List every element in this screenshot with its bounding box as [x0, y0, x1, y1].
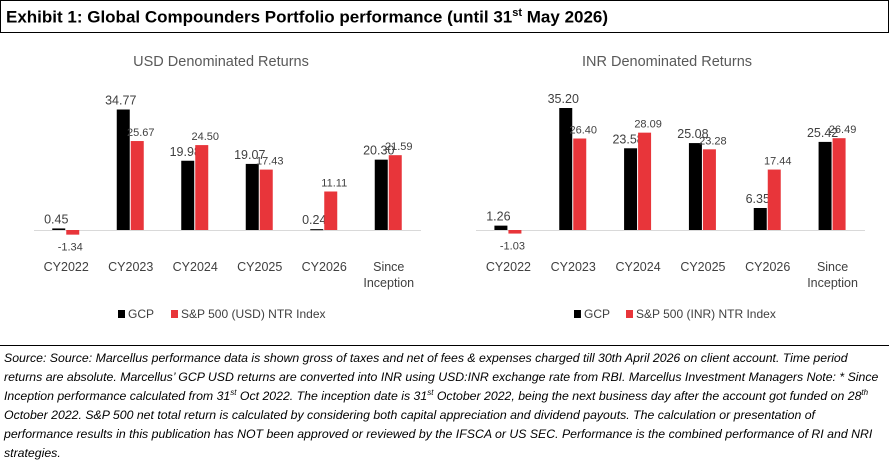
inr-category-label-5-line2: Inception	[807, 276, 858, 290]
inr-label-index-2: 28.09	[634, 119, 662, 131]
inr-label-gcp-2: 23.58	[612, 132, 643, 146]
usd-label-gcp-2: 19.98	[170, 145, 201, 159]
inr-label-gcp-1: 35.20	[548, 92, 579, 106]
usd-bar-index-4	[324, 191, 338, 230]
usd-label-index-1: 25.67	[127, 127, 155, 139]
usd-category-label-0: CY2022	[44, 260, 89, 274]
inr-bar-gcp-1	[559, 108, 573, 230]
usd-category-label-1: CY2023	[108, 260, 153, 274]
usd-legend-gcp-label: GCP	[128, 307, 154, 321]
inr-bar-gcp-3	[688, 143, 702, 230]
inr-legend-gcp-label: GCP	[584, 307, 610, 321]
usd-bar-gcp-4	[310, 229, 324, 231]
usd-bar-index-5	[388, 155, 402, 230]
inr-bar-index-5	[832, 138, 846, 230]
usd-bar-index-1	[130, 141, 144, 230]
usd-label-index-2: 24.50	[191, 131, 219, 143]
inr-bar-index-4	[767, 169, 781, 230]
inr-bar-gcp-0	[494, 225, 508, 230]
usd-label-index-4: 11.11	[321, 177, 347, 189]
inr-legend-index-swatch	[626, 310, 633, 318]
inr-label-index-5: 26.49	[829, 124, 857, 136]
inr-chart-title: INR Denominated Returns	[582, 54, 752, 70]
usd-label-gcp-3: 19.07	[234, 148, 265, 162]
usd-bar-index-2	[195, 145, 209, 230]
inr-bar-gcp-2	[624, 148, 638, 230]
usd-category-label-5: Since	[373, 260, 404, 274]
inr-legend-index-label: S&P 500 (INR) NTR Index	[636, 307, 776, 321]
usd-label-gcp-0: 0.45	[44, 212, 68, 226]
source-note: Source: Source: Marcellus performance da…	[0, 345, 889, 462]
exhibit-title: Exhibit 1: Global Compounders Portfolio …	[6, 7, 609, 27]
inr-bar-gcp-4	[753, 207, 767, 230]
usd-category-label-2: CY2024	[173, 260, 218, 274]
usd-bar-index-0	[66, 230, 80, 235]
usd-bar-gcp-0	[52, 228, 66, 230]
usd-label-gcp-4: 0.24	[302, 213, 326, 227]
exhibit-title-bar: Exhibit 1: Global Compounders Portfolio …	[0, 0, 889, 33]
usd-label-gcp-1: 34.77	[105, 94, 136, 108]
usd-bar-gcp-1	[116, 109, 130, 230]
inr-bar-index-2	[638, 132, 652, 230]
inr-category-label-1: CY2023	[551, 260, 596, 274]
usd-label-index-0: -1.34	[58, 242, 83, 254]
usd-category-label-4: CY2026	[302, 260, 347, 274]
usd-bar-gcp-2	[181, 160, 195, 230]
usd-legend-index-label: S&P 500 (USD) NTR Index	[181, 307, 326, 321]
usd-bar-gcp-5	[374, 159, 388, 230]
inr-bar-index-0	[508, 230, 522, 234]
inr-label-index-3: 23.28	[699, 135, 727, 147]
usd-returns-chart: USD Denominated Returns 0.45 -1.34 CY2022 34…	[34, 54, 421, 321]
inr-legend-gcp-swatch	[574, 310, 581, 318]
inr-category-label-3: CY2025	[680, 260, 725, 274]
usd-category-label-5-line2: Inception	[363, 276, 414, 290]
usd-chart-title: USD Denominated Returns	[133, 54, 309, 70]
inr-label-index-0: -1.03	[500, 241, 525, 253]
inr-returns-chart: INR Denominated Returns 1.26 -1.03 CY2022 35…	[476, 54, 865, 321]
inr-label-index-1: 26.40	[569, 125, 597, 137]
inr-bar-index-3	[702, 149, 716, 230]
inr-label-index-4: 17.44	[764, 156, 792, 168]
inr-bar-index-1	[573, 138, 587, 230]
inr-label-gcp-5: 25.42	[807, 126, 838, 140]
usd-bar-gcp-3	[245, 163, 259, 230]
inr-label-gcp-4: 6.35	[746, 192, 770, 206]
usd-label-index-5: 21.59	[385, 141, 413, 153]
inr-label-gcp-3: 25.08	[677, 127, 708, 141]
usd-bar-index-3	[259, 169, 273, 230]
usd-category-label-3: CY2025	[237, 260, 282, 274]
inr-label-gcp-0: 1.26	[486, 210, 510, 224]
usd-label-gcp-5: 20.30	[363, 144, 394, 158]
inr-bar-gcp-5	[818, 141, 832, 230]
inr-category-label-2: CY2024	[615, 260, 660, 274]
inr-category-label-0: CY2022	[486, 260, 531, 274]
usd-label-index-3: 17.43	[256, 156, 284, 168]
usd-legend-gcp-swatch	[118, 310, 125, 318]
usd-legend-index-swatch	[171, 310, 178, 318]
inr-category-label-4: CY2026	[745, 260, 790, 274]
inr-category-label-5: Since	[817, 260, 848, 274]
